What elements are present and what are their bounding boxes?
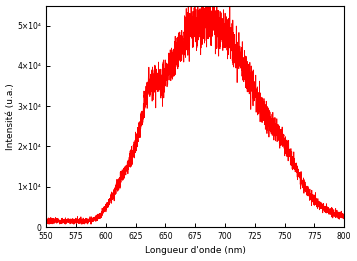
Y-axis label: Intensité (u.a.): Intensité (u.a.) [6, 83, 15, 150]
X-axis label: Longueur d'onde (nm): Longueur d'onde (nm) [145, 246, 246, 256]
